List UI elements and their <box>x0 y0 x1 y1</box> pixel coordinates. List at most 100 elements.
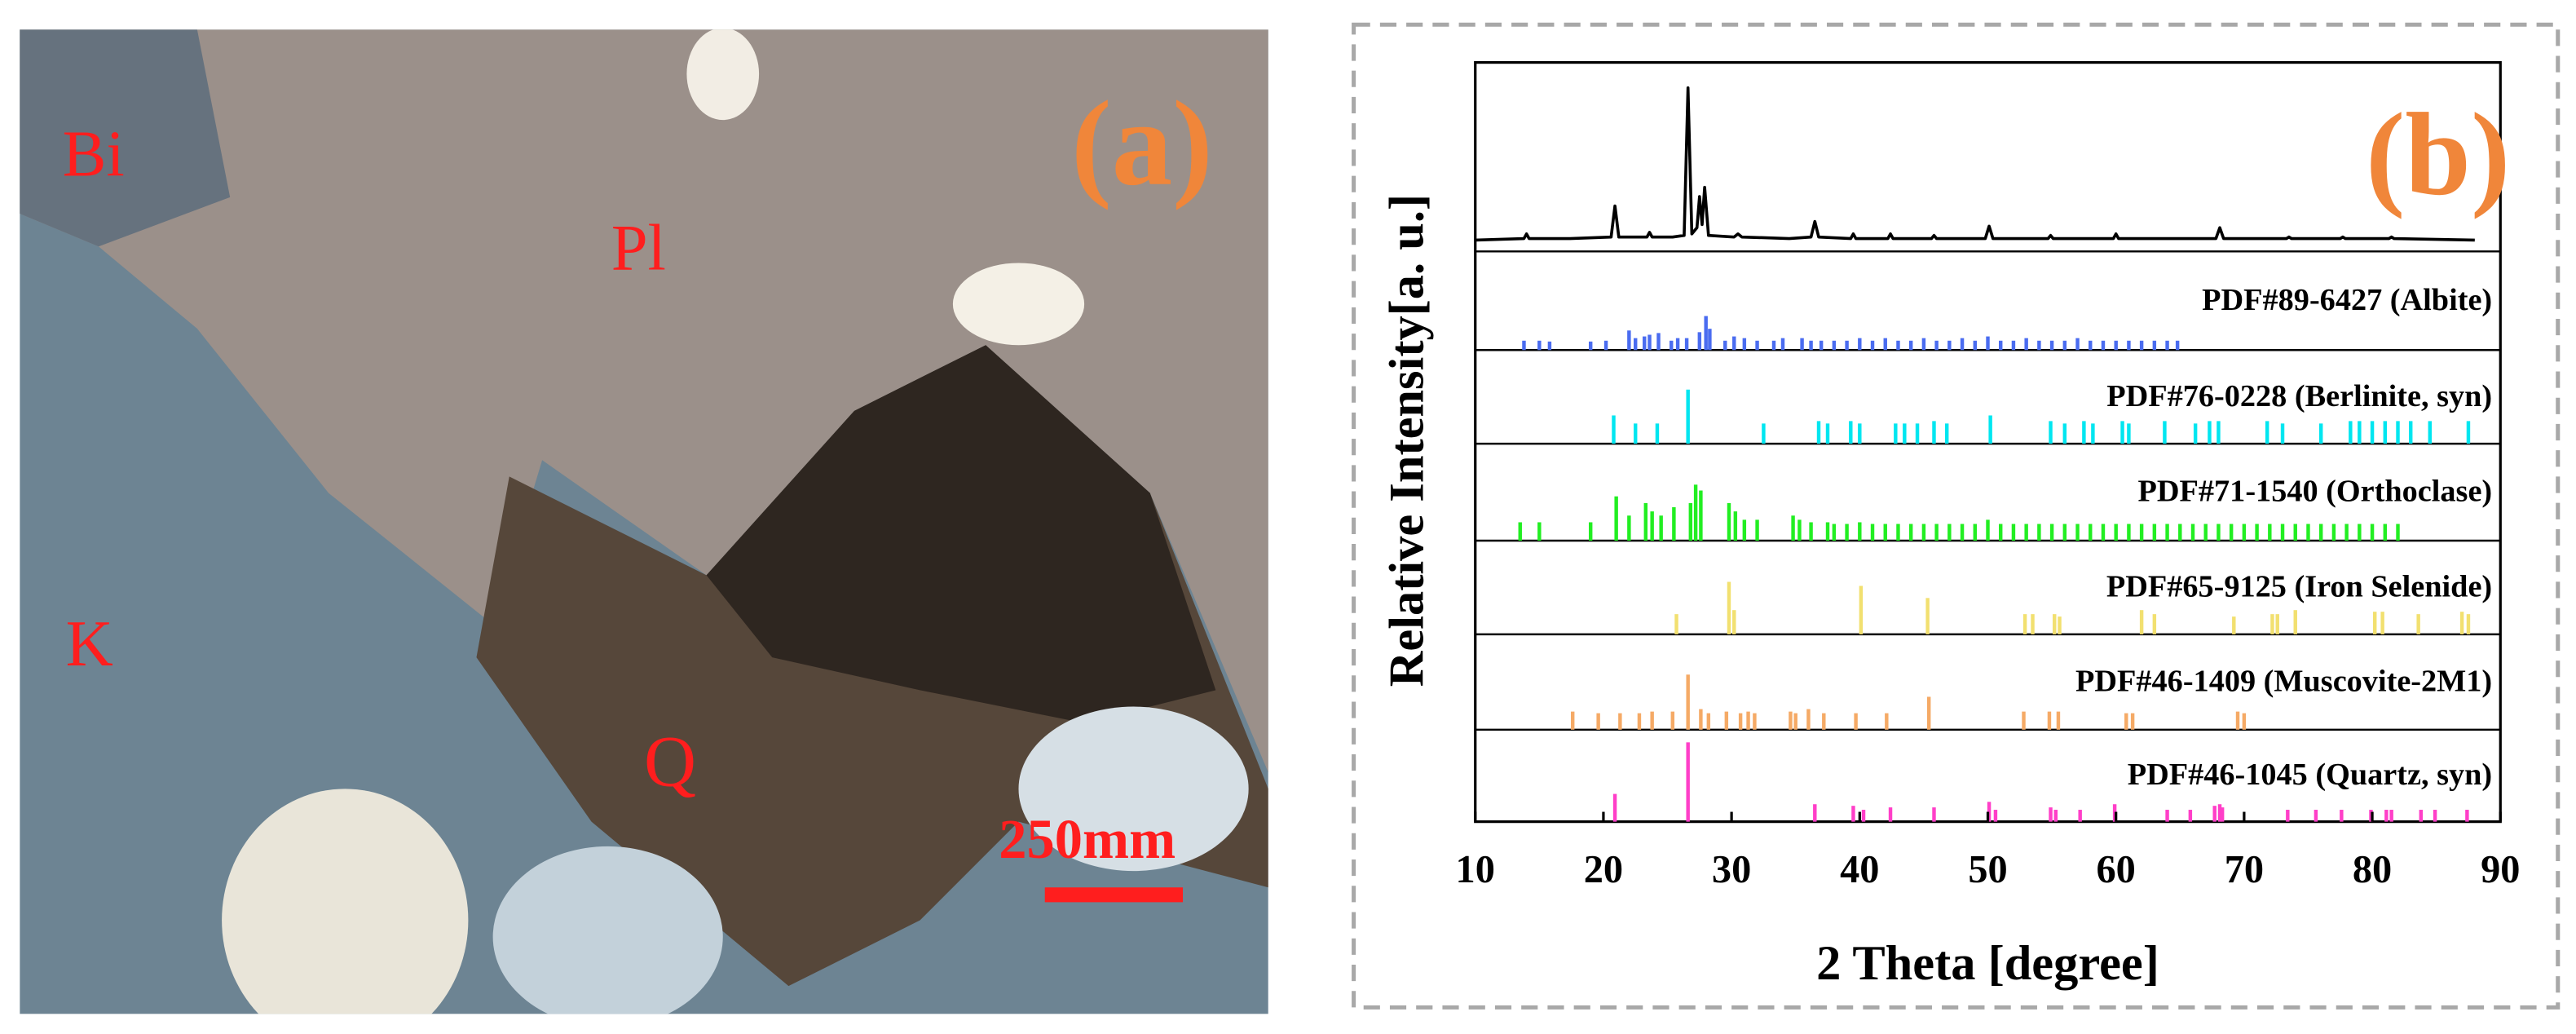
reference-stick <box>1670 711 1675 730</box>
pl-grain <box>20 29 1268 773</box>
reference-stick <box>2318 524 2323 541</box>
reference-stick <box>2139 610 2144 634</box>
reference-stick <box>1588 341 1593 351</box>
reference-stick <box>2152 340 2157 351</box>
reference-stick <box>2255 524 2259 541</box>
reference-stick <box>1809 340 1813 351</box>
reference-stick <box>1797 519 1802 541</box>
mineral-label: Q <box>644 722 696 802</box>
reference-stick <box>2293 610 2297 634</box>
reference-stick <box>2372 612 2377 634</box>
reference-stick <box>1612 415 1616 444</box>
reference-stick <box>2286 810 2290 822</box>
reference-stick <box>2163 421 2167 444</box>
xrd-plot: PDF#89-6427 (Albite) PDF#76-0228 (Berlini… <box>1379 60 2520 991</box>
reference-stick <box>2212 806 2217 822</box>
reference-stick <box>1845 340 1849 351</box>
reference-stick <box>1614 496 1618 541</box>
reference-stick <box>1845 524 1849 541</box>
mineral-label: Bi <box>63 118 125 191</box>
reference-stick <box>1947 524 1952 541</box>
reference-stick <box>1688 502 1693 541</box>
reference-stick <box>1650 711 1654 730</box>
x-tick-label: 20 <box>1584 848 1623 891</box>
reference-stick <box>1908 524 1913 541</box>
bi-grain <box>20 29 231 247</box>
reference-stick <box>2203 524 2208 541</box>
reference-stick <box>1771 340 1776 351</box>
reference-stick <box>1723 340 1727 351</box>
reference-stick <box>1537 522 1542 541</box>
reference-stick <box>2275 614 2279 634</box>
reference-stick <box>2091 423 2095 444</box>
reference-stick <box>1706 713 1711 730</box>
reference-stick <box>1973 524 1977 541</box>
reference-stick <box>1518 522 1522 541</box>
reference-stick <box>2152 524 2157 541</box>
reference-stick <box>1925 598 1930 634</box>
reference-stick <box>1733 511 1738 541</box>
reference-stick <box>1684 338 1689 351</box>
reference-stick <box>2139 340 2144 351</box>
reference-stick <box>1699 490 1703 541</box>
reference-stick <box>1883 524 1887 541</box>
reference-stick <box>2089 340 2093 351</box>
reference-stick <box>1999 524 2003 541</box>
reference-stick <box>1851 806 1855 822</box>
reference-stick <box>2165 524 2169 541</box>
reference-stick <box>1926 696 1931 730</box>
reference-stick <box>2053 810 2058 822</box>
reference-stick <box>1755 340 1759 351</box>
reference-stick <box>1934 524 1939 541</box>
reference-stick <box>1896 340 1900 351</box>
reference-stick <box>1618 713 1622 730</box>
x-tick-label: 60 <box>2097 848 2136 891</box>
reference-stick <box>2459 612 2464 634</box>
reference-stick <box>2466 614 2471 634</box>
reference-stick <box>1858 338 1862 351</box>
reference-stick <box>1650 511 1654 541</box>
x-axis-title: 2 Theta [degree] <box>1816 936 2159 991</box>
reference-stick <box>2358 524 2362 541</box>
reference-stick <box>1547 341 1552 351</box>
reference-stick <box>1806 709 1811 730</box>
reference-stick <box>2056 711 2061 730</box>
x-tick-label: 30 <box>1712 848 1751 891</box>
reference-stick <box>1859 585 1864 634</box>
reference-stick <box>2331 524 2336 541</box>
reference-stick <box>1883 338 1887 351</box>
scale-bar-label: 250mm <box>999 808 1176 870</box>
reference-stick <box>2416 614 2420 634</box>
reference-stick <box>1915 423 1920 444</box>
reference-stick <box>2022 614 2027 634</box>
reference-stick <box>2175 340 2180 351</box>
reference-stick <box>2082 421 2086 444</box>
reference-stick <box>2062 423 2067 444</box>
reference-stick <box>1686 389 1690 444</box>
scale-bar <box>1044 887 1184 903</box>
reference-stick <box>1643 336 1647 351</box>
reference-stick <box>2058 616 2062 634</box>
reference-stick <box>1921 524 1926 541</box>
reference-stick <box>2078 810 2082 822</box>
reference-stick <box>1742 338 1747 351</box>
reference-stick <box>2242 524 2247 541</box>
reference-stick <box>2396 524 2400 541</box>
reference-stick <box>1921 338 1926 351</box>
reference-stick <box>1960 524 1965 541</box>
reference-stick <box>1643 502 1648 541</box>
reference-stick <box>2409 421 2413 444</box>
reference-stick <box>2130 713 2135 730</box>
reference-stick <box>1870 340 1875 351</box>
reference-stick <box>2011 524 2016 541</box>
reference-stick <box>1603 340 1608 351</box>
reference-stick <box>2465 810 2469 822</box>
reference-stick <box>2049 421 2053 444</box>
reference-stick <box>1732 336 1736 351</box>
legend-label: PDF#46-1409 (Muscovite-2M1) <box>2075 664 2492 698</box>
reference-stick <box>1612 793 1617 822</box>
reference-stick <box>2101 524 2106 541</box>
reference-stick <box>2165 810 2169 822</box>
